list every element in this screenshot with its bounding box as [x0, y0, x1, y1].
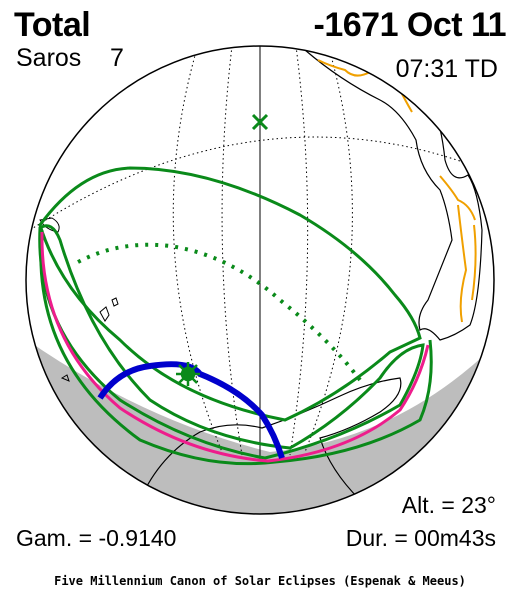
canon-credit: Five Millennium Canon of Solar Eclipses …: [54, 574, 466, 588]
eclipse-time: 07:31 TD: [395, 55, 498, 83]
umbra-path: [97, 361, 285, 459]
eclipse-date: -1671 Oct 11: [313, 6, 507, 44]
dotted-penumbra-path: [77, 242, 362, 382]
central-path-limit: [40, 231, 430, 463]
duration-label: Dur. = 00m43s: [345, 525, 496, 551]
gamma-label: Gam. = -0.9140: [16, 525, 177, 551]
south-america-coastline: [303, 49, 483, 341]
saros-label: Saros: [16, 44, 82, 72]
saros-number: 7: [110, 44, 124, 72]
penumbra-outline-inner: [38, 224, 425, 460]
eclipse-type-title: Total: [14, 6, 91, 44]
antarctica-coastline: [139, 377, 402, 514]
globe-outline: [25, 45, 495, 515]
night-shade: [26, 335, 494, 514]
x-marker-icon: [251, 113, 269, 131]
meridian-lines: [172, 46, 353, 456]
altitude-label: Alt. = 23°: [401, 492, 496, 518]
island-coastline: [60, 297, 119, 382]
penumbra-outline-loop: [38, 166, 422, 422]
star-marker-icon: [176, 362, 200, 386]
latitude-line: [29, 136, 491, 231]
penumbra-outline-limb: [39, 229, 433, 466]
country-borders: [317, 59, 477, 323]
